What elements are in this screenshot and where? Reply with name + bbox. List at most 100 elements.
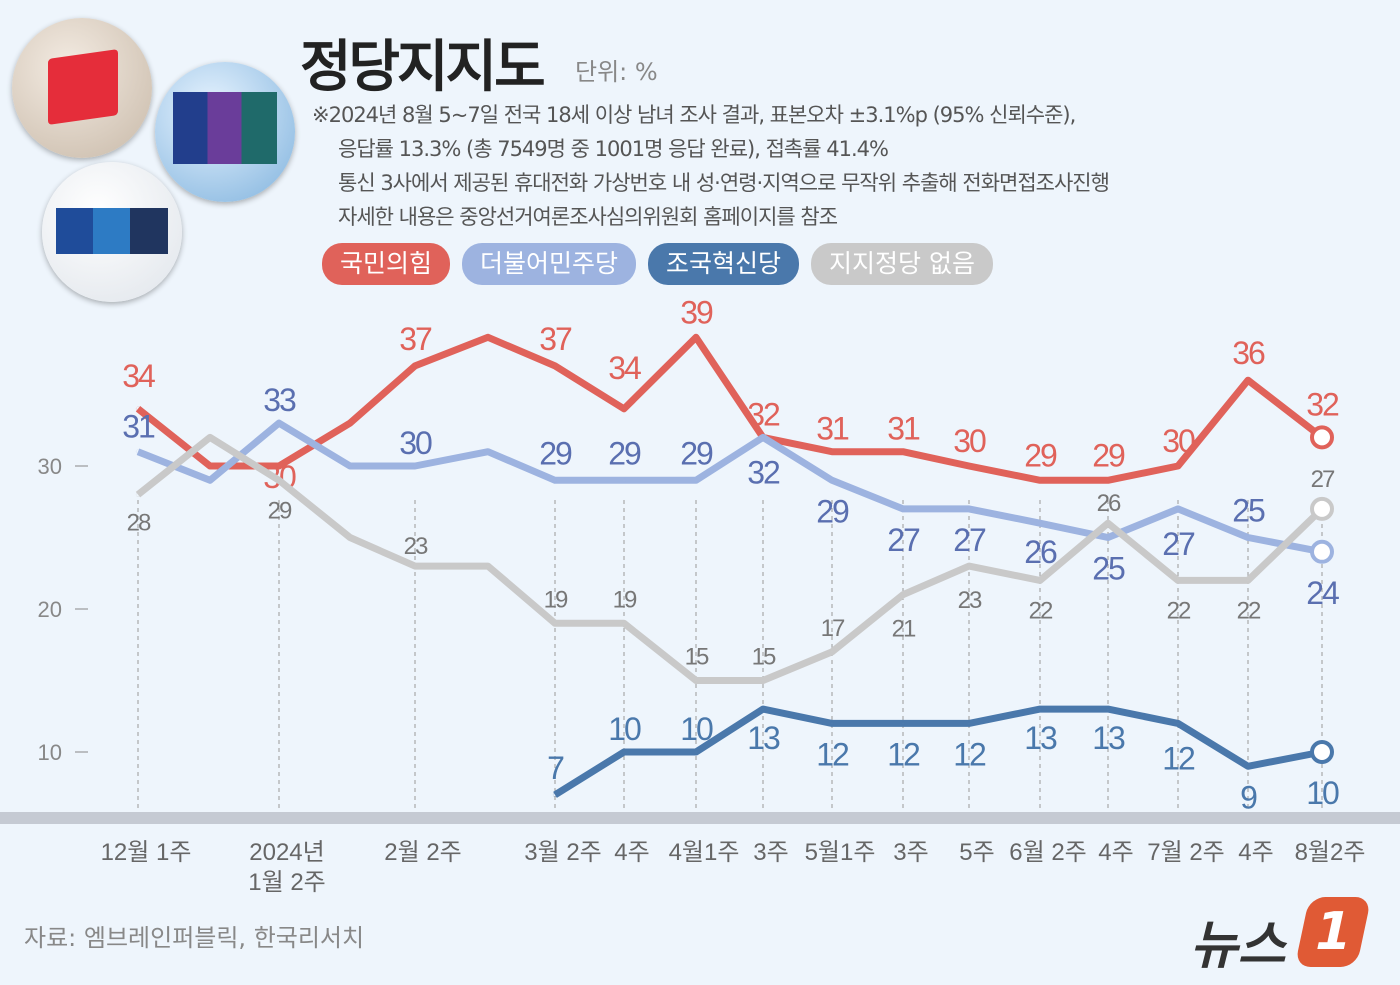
unit-label: 단위: % xyxy=(575,58,658,86)
series-line-3 xyxy=(135,433,1325,684)
legend: 국민의힘 더불어민주당 조국혁신당 지지정당 없음 xyxy=(322,243,993,285)
data-label: 10 xyxy=(680,711,713,747)
chart-title: 정당지지도 xyxy=(300,35,546,100)
legend-rebuilding: 조국혁신당 xyxy=(648,243,800,285)
x-tick-label: 2월 2주 xyxy=(384,839,462,866)
data-label: 39 xyxy=(680,294,713,330)
series-line-2 xyxy=(553,705,1323,798)
survey-notes: ※2024년 8월 5~7일 전국 18세 이상 남녀 조사 결과, 표본오차 … xyxy=(312,98,1110,234)
x-tick-label: 3주 xyxy=(753,839,788,866)
data-label: 32 xyxy=(747,396,780,432)
data-label: 34 xyxy=(608,350,641,386)
data-label: 12 xyxy=(887,736,920,772)
data-label: 36 xyxy=(1232,335,1265,371)
legend-none: 지지정당 없음 xyxy=(811,243,993,285)
data-label: 30 xyxy=(953,423,986,459)
data-label: 17 xyxy=(821,615,845,642)
data-label: 33 xyxy=(263,382,296,418)
data-point xyxy=(1310,425,1334,450)
data-label: 12 xyxy=(1162,740,1195,776)
data-label: 29 xyxy=(1092,437,1125,473)
data-label: 27 xyxy=(1311,466,1335,493)
data-label: 23 xyxy=(958,587,982,614)
data-label: 26 xyxy=(1024,534,1057,570)
series-line-1 xyxy=(136,419,1323,556)
note-line: ※2024년 8월 5~7일 전국 18세 이상 남녀 조사 결과, 표본오차 … xyxy=(312,103,1076,127)
x-tick-label: 4주 xyxy=(614,839,649,866)
data-label: 29 xyxy=(1024,437,1057,473)
x-tick-label: 3월 2주 xyxy=(524,839,602,866)
x-tick-label: 7월 2주 xyxy=(1147,839,1225,866)
y-tick-label: 10 xyxy=(38,740,62,765)
data-label: 19 xyxy=(613,586,637,613)
y-tick-label: 30 xyxy=(38,454,62,479)
x-tick-label: 2024년 1월 2주 xyxy=(248,839,326,896)
x-tick-label: 5월1주 xyxy=(805,839,876,866)
data-label: 37 xyxy=(399,321,432,357)
data-label: 21 xyxy=(892,616,916,643)
data-label: 31 xyxy=(816,411,849,447)
flag-icon xyxy=(56,208,168,254)
data-label: 29 xyxy=(816,493,849,529)
data-label: 12 xyxy=(953,736,986,772)
x-tick-label: 4주 xyxy=(1098,839,1133,866)
data-label: 29 xyxy=(680,435,713,471)
data-label: 29 xyxy=(608,435,641,471)
note-line: 자세한 내용은 중앙선거여론조사심의위원회 홈페이지를 참조 xyxy=(338,205,838,229)
x-tick-label: 4월1주 xyxy=(669,839,740,866)
data-label: 9 xyxy=(1240,779,1257,815)
data-label: 31 xyxy=(887,411,920,447)
data-label: 28 xyxy=(127,510,151,537)
data-label: 13 xyxy=(1024,720,1057,756)
x-tick-label: 5주 xyxy=(959,839,994,866)
data-point xyxy=(1310,740,1334,764)
data-label: 30 xyxy=(399,425,432,461)
data-label: 29 xyxy=(539,435,572,471)
data-label: 23 xyxy=(404,533,428,560)
data-label: 15 xyxy=(685,644,709,671)
data-label: 10 xyxy=(608,711,641,747)
party-icon-rebuilding xyxy=(42,162,182,302)
x-axis-bar xyxy=(0,812,1400,824)
news1-logo: 뉴스 1 xyxy=(1190,895,1390,976)
data-label: 10 xyxy=(1306,775,1339,811)
note-line: 응답률 13.3% (총 7549명 중 1001명 응답 완료), 접촉률 4… xyxy=(338,137,889,161)
party-icon-ppp xyxy=(12,18,152,158)
legend-democratic: 더불어민주당 xyxy=(462,243,637,285)
data-label: 27 xyxy=(887,522,920,558)
data-label: 37 xyxy=(539,321,572,357)
data-label: 26 xyxy=(1097,490,1121,517)
data-label: 22 xyxy=(1237,597,1261,624)
note-line: 통신 3사에서 제공된 휴대전화 가상번호 내 성·연령·지역으로 무작위 추출… xyxy=(338,171,1110,195)
data-label: 22 xyxy=(1167,597,1191,624)
y-tick-label: 20 xyxy=(38,597,62,622)
data-point xyxy=(1310,496,1334,521)
x-tick-label: 8월2주 xyxy=(1295,839,1366,866)
data-label: 27 xyxy=(1162,526,1195,562)
data-label: 7 xyxy=(547,750,564,786)
x-tick-label: 12월 1주 xyxy=(101,839,192,866)
data-label: 13 xyxy=(1092,720,1125,756)
data-label: 32 xyxy=(1306,386,1339,422)
data-label: 30 xyxy=(1162,423,1195,459)
data-label: 25 xyxy=(1232,493,1265,529)
data-label: 19 xyxy=(544,586,568,613)
data-label: 13 xyxy=(747,720,780,756)
data-label: 29 xyxy=(268,497,292,524)
data-label: 27 xyxy=(953,522,986,558)
x-tick-label: 4주 xyxy=(1238,839,1273,866)
data-label: 32 xyxy=(747,454,780,490)
series-line-0 xyxy=(135,333,1325,484)
party-icon-democratic xyxy=(155,62,295,202)
data-label: 25 xyxy=(1092,551,1125,587)
data-label: 12 xyxy=(816,736,849,772)
data-label: 24 xyxy=(1306,575,1339,611)
data-label: 15 xyxy=(752,644,776,671)
x-tick-label: 6월 2주 xyxy=(1009,839,1087,866)
data-label: 22 xyxy=(1029,597,1053,624)
source-text: 자료: 엠브레인퍼블릭, 한국리서치 xyxy=(24,924,365,952)
flag-icon xyxy=(173,92,277,164)
data-label: 31 xyxy=(122,409,155,445)
legend-ppp: 국민의힘 xyxy=(322,243,451,285)
